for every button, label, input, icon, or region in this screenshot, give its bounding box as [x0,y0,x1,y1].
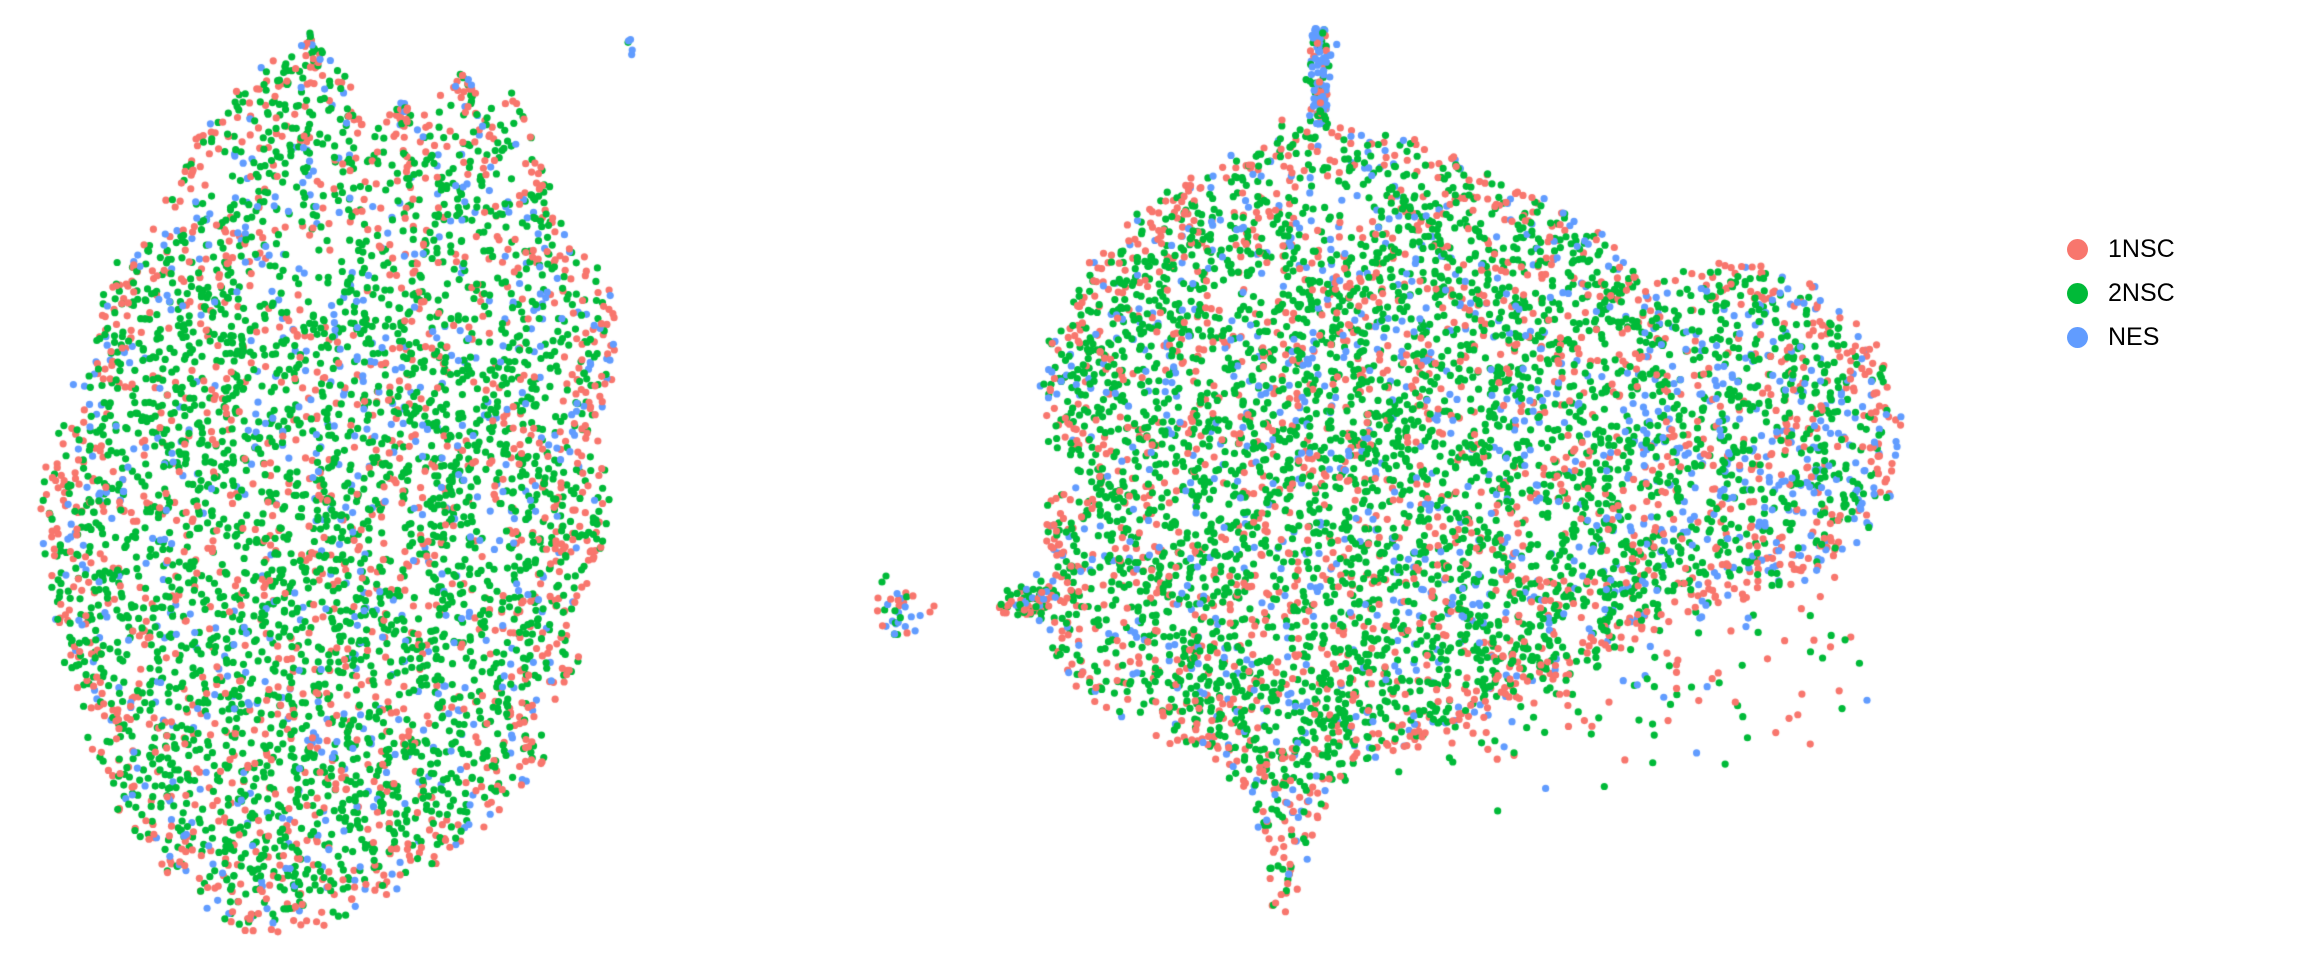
legend-dot-icon [2066,238,2088,260]
legend-item-nes[interactable]: NES [2062,324,2292,350]
legend-item-1nsc[interactable]: 1NSC [2062,236,2292,262]
legend-label-1nsc: 1NSC [2108,235,2175,263]
legend-key-nes [2062,324,2092,350]
legend-item-2nsc[interactable]: 2NSC [2062,280,2292,306]
legend-label-2nsc: 2NSC [2108,279,2175,307]
legend-key-2nsc [2062,280,2092,306]
plot-panel [0,0,2010,960]
legend-dot-icon [2066,326,2088,348]
legend-key-1nsc [2062,236,2092,262]
legend-label-nes: NES [2108,323,2160,351]
legend-dot-icon [2066,282,2088,304]
scatter-plot-canvas [0,0,2010,960]
legend: 1NSC 2NSC NES [2062,236,2292,350]
